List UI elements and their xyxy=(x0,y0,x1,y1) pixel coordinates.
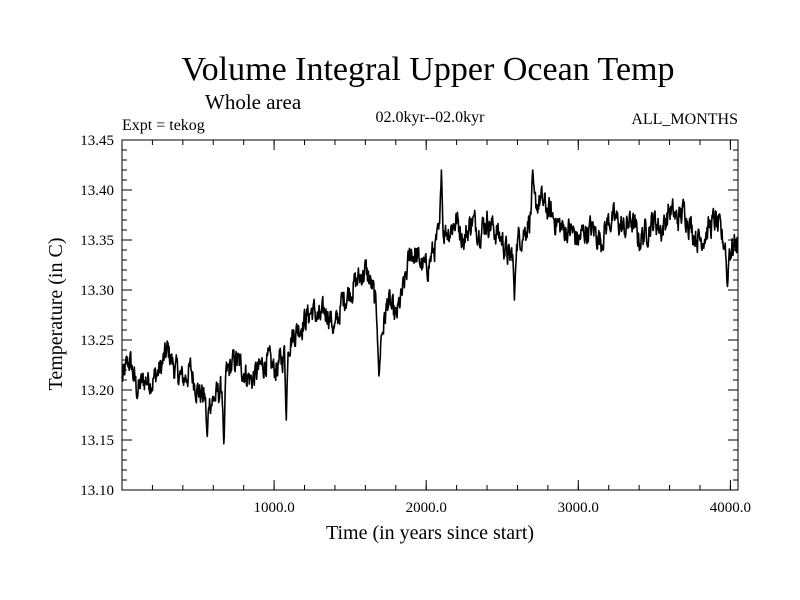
y-tick-label: 13.40 xyxy=(80,183,114,199)
plot-frame xyxy=(121,139,739,491)
y-tick-label: 13.20 xyxy=(80,383,114,399)
y-tick-label: 13.15 xyxy=(80,433,114,449)
y-axis-label: Temperature (in C) xyxy=(45,238,67,391)
x-tick-label: 1000.0 xyxy=(253,500,294,516)
y-tick-label: 13.30 xyxy=(80,283,114,299)
y-tick-label: 13.45 xyxy=(80,133,114,149)
period-label: 02.0kyr--02.0kyr xyxy=(376,109,486,126)
y-tick-label: 13.10 xyxy=(80,483,114,499)
experiment-label: Expt = tekog xyxy=(122,117,205,134)
x-tick-label: 3000.0 xyxy=(558,500,599,516)
chart-title: Volume Integral Upper Ocean Temp xyxy=(182,51,675,88)
x-axis-label: Time (in years since start) xyxy=(326,522,534,544)
months-label: ALL_MONTHS xyxy=(631,111,738,128)
y-tick-label: 13.25 xyxy=(80,333,114,349)
plot-area: 13.10 13.15 13.20 13.25 13.30 13.35 13.40 13.45… xyxy=(80,133,751,516)
temperature-series-line xyxy=(121,169,739,445)
x-tick-label: 2000.0 xyxy=(406,500,447,516)
chart-subtitle: Whole area xyxy=(205,90,302,114)
y-tick-label: 13.35 xyxy=(80,233,114,249)
x-tick-label: 4000.0 xyxy=(710,500,751,516)
